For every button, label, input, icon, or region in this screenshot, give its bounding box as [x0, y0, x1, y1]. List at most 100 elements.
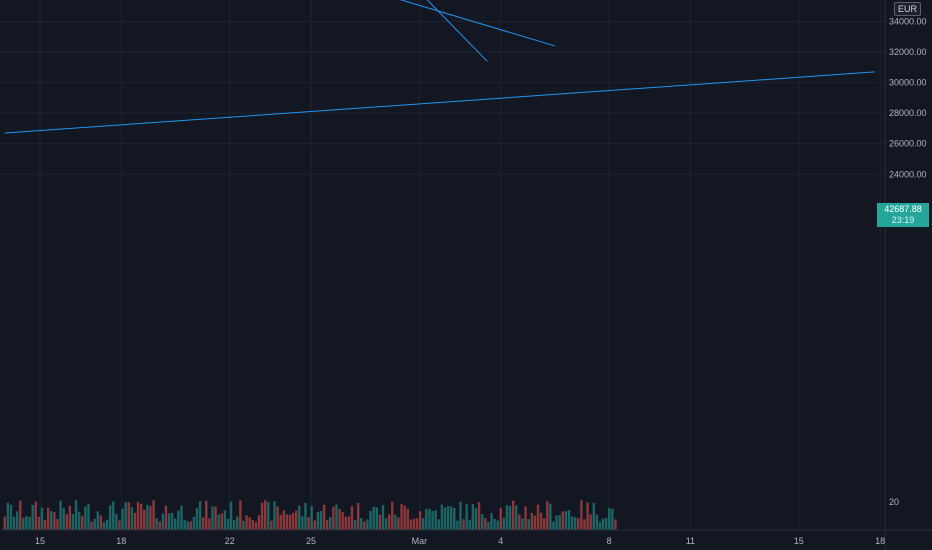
- volume-bar: [53, 512, 56, 530]
- volume-bar: [332, 506, 335, 530]
- volume-bar: [223, 510, 227, 530]
- volume-bar: [375, 507, 378, 530]
- volume-bar: [304, 502, 307, 530]
- volume-bar: [412, 518, 416, 530]
- time-tick-label: 4: [498, 536, 503, 546]
- volume-bar: [177, 510, 180, 530]
- volume-bar: [462, 519, 465, 530]
- volume-bar: [329, 516, 332, 530]
- time-tick-label: 18: [116, 536, 126, 546]
- volume-bar: [443, 507, 447, 530]
- volume-bar: [232, 520, 236, 530]
- volume-bar: [68, 505, 72, 530]
- volume-bar: [164, 505, 168, 530]
- volume-bar: [22, 517, 25, 530]
- volume-bar: [158, 521, 161, 530]
- volume-bar: [558, 515, 561, 530]
- price-tick-label: 34000.00: [889, 16, 927, 26]
- volume-bar: [71, 514, 75, 530]
- volume-bar: [422, 518, 425, 530]
- volume-bar: [288, 514, 292, 530]
- volume-bar: [267, 501, 270, 530]
- volume-bar: [400, 504, 403, 530]
- time-tick-label: 15: [35, 536, 45, 546]
- volume-bar: [561, 511, 564, 530]
- volume-bar: [77, 511, 81, 530]
- price-tick-label: 32000.00: [889, 47, 927, 57]
- volume-bar: [601, 518, 605, 530]
- volume-bar: [37, 516, 41, 530]
- volume-bar: [155, 518, 158, 530]
- volume-bar: [319, 511, 323, 530]
- price-axis[interactable]: 24000.00 26000.00 28000.00 30000.00 32000.00…: [889, 0, 927, 179]
- volume-axis-label: 20: [889, 497, 899, 507]
- volume-bar: [564, 511, 568, 530]
- volume-bar: [136, 501, 140, 530]
- volume-bar: [186, 521, 189, 530]
- volume-bar: [9, 504, 13, 530]
- volume-bar: [515, 505, 518, 530]
- volume-bar: [533, 515, 537, 530]
- volume-bar: [248, 517, 251, 530]
- volume-bar: [608, 508, 611, 530]
- volume-bar: [294, 510, 298, 530]
- volume-bar: [133, 512, 137, 530]
- volume-bar: [229, 501, 233, 530]
- volume-bar: [459, 501, 462, 530]
- volume-bar: [418, 511, 422, 530]
- volume-bar: [152, 500, 155, 530]
- volume-bar: [366, 519, 369, 530]
- volume-bar: [62, 507, 65, 530]
- volume-bar: [552, 521, 555, 530]
- volume-bar: [577, 518, 580, 530]
- volume-bar: [161, 513, 165, 530]
- volume-bar: [586, 502, 589, 530]
- volume-bar: [555, 515, 558, 530]
- volume-bar: [201, 517, 205, 530]
- volume-bar: [236, 516, 239, 530]
- volume-bar: [490, 513, 493, 530]
- volume-bar: [595, 514, 599, 530]
- volume-bar: [90, 521, 93, 530]
- volume-bar: [583, 519, 586, 530]
- volume-bar: [285, 514, 289, 530]
- currency-selector[interactable]: EUR: [894, 2, 922, 16]
- volume-bar: [484, 518, 487, 530]
- volume-bar: [598, 521, 602, 530]
- volume-bar: [477, 502, 481, 530]
- volume-bar: [394, 515, 397, 530]
- volume-bar: [276, 506, 279, 530]
- volume-bar: [456, 520, 459, 530]
- volume-bar: [573, 517, 577, 530]
- volume-bar: [397, 517, 400, 530]
- volume-bar: [46, 507, 50, 530]
- trendlines: [4, 0, 875, 134]
- volume-bar: [338, 509, 341, 530]
- grid-lines: [0, 0, 885, 530]
- volume-bar: [505, 505, 509, 530]
- volume-bar: [589, 514, 592, 530]
- volume-bar: [254, 521, 258, 530]
- volume-bar: [220, 513, 223, 530]
- volume-bar: [99, 515, 103, 530]
- volume-bar: [542, 518, 546, 530]
- price-tick-label: 26000.00: [889, 139, 927, 149]
- volume-bar: [508, 505, 512, 530]
- volume-bar: [149, 506, 152, 530]
- volume-bar: [363, 521, 366, 530]
- volume-bar: [81, 516, 84, 530]
- volume-bar: [130, 507, 134, 530]
- volume-bar: [518, 514, 521, 530]
- volume-bar: [539, 512, 543, 530]
- volume-bar: [12, 516, 16, 530]
- volume-bar: [468, 519, 471, 530]
- volume-bar: [198, 501, 202, 530]
- volume-bar: [415, 518, 419, 530]
- time-tick-label: 18: [875, 536, 885, 546]
- volume-bar: [369, 511, 372, 530]
- volume-bar: [440, 504, 444, 530]
- volume-bar: [239, 500, 242, 530]
- volume-bar: [183, 519, 186, 530]
- time-axis[interactable]: 15 18 22 25 Mar 4 8 11 15 18: [35, 536, 885, 546]
